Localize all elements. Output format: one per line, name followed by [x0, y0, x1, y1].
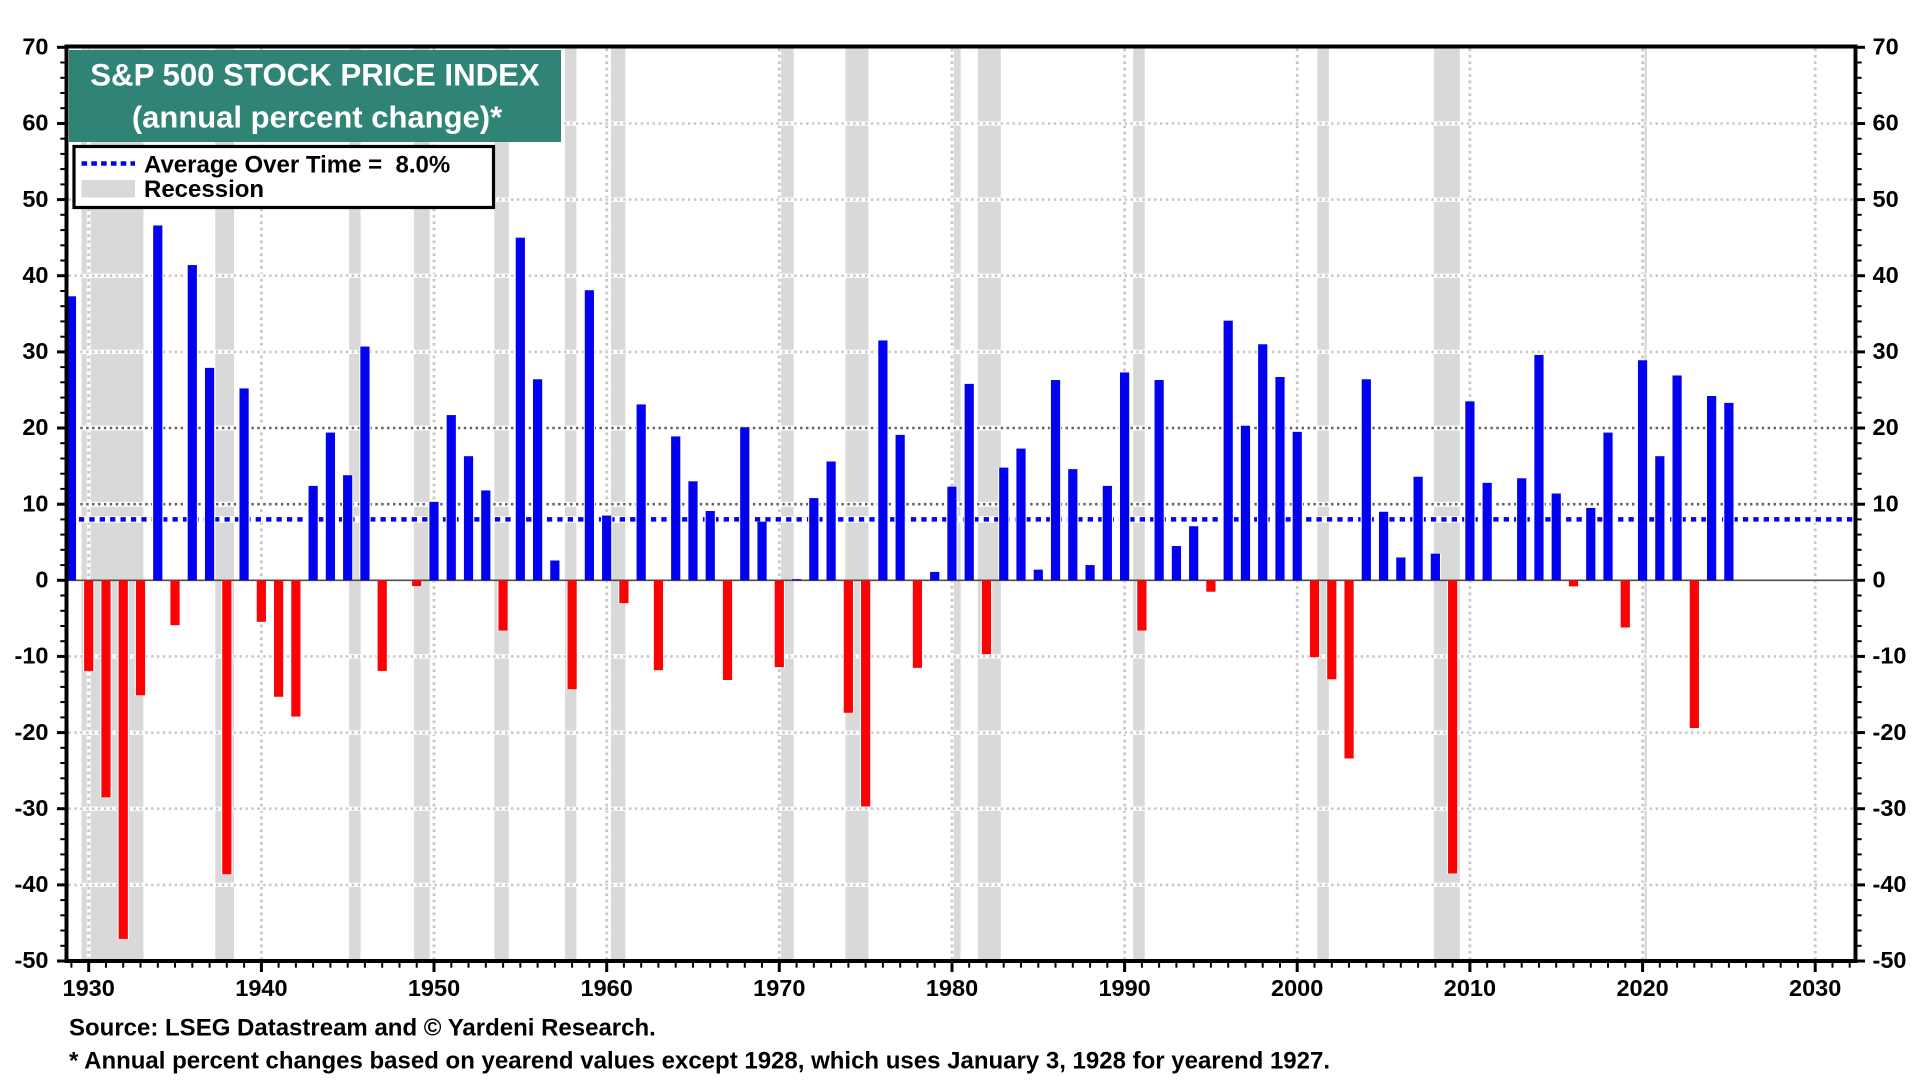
- svg-text:2020: 2020: [1616, 975, 1668, 1001]
- svg-text:-30: -30: [1873, 795, 1907, 821]
- svg-text:-40: -40: [1873, 871, 1907, 897]
- svg-text:-50: -50: [1873, 947, 1907, 973]
- svg-text:-40: -40: [15, 871, 49, 897]
- svg-text:-10: -10: [1873, 643, 1907, 669]
- svg-text:70: 70: [22, 34, 48, 60]
- svg-text:60: 60: [22, 110, 48, 136]
- svg-text:-10: -10: [15, 643, 49, 669]
- svg-text:-30: -30: [15, 795, 49, 821]
- svg-text:1930: 1930: [63, 975, 115, 1001]
- svg-text:20: 20: [1873, 414, 1899, 440]
- svg-text:50: 50: [22, 186, 48, 212]
- svg-text:(annual percent change)*: (annual percent change)*: [132, 100, 503, 135]
- svg-text:40: 40: [22, 262, 48, 288]
- svg-text:S&P 500 STOCK PRICE INDEX: S&P 500 STOCK PRICE INDEX: [90, 58, 540, 93]
- svg-text:1990: 1990: [1098, 975, 1150, 1001]
- svg-text:1980: 1980: [926, 975, 978, 1001]
- svg-text:-20: -20: [15, 719, 49, 745]
- svg-text:40: 40: [1873, 262, 1899, 288]
- svg-text:2030: 2030: [1789, 975, 1841, 1001]
- svg-text:30: 30: [22, 338, 48, 364]
- svg-text:10: 10: [22, 490, 48, 516]
- svg-text:Source: LSEG Datastream and ©: Source: LSEG Datastream and © Yardeni Re…: [69, 1015, 656, 1042]
- svg-text:0: 0: [1873, 567, 1886, 593]
- svg-text:Average Over Time = 8.0%: Average Over Time = 8.0%: [144, 152, 450, 179]
- svg-text:1950: 1950: [408, 975, 460, 1001]
- svg-text:1970: 1970: [753, 975, 805, 1001]
- svg-text:-50: -50: [15, 947, 49, 973]
- svg-text:-20: -20: [1873, 719, 1907, 745]
- svg-text:0: 0: [35, 567, 48, 593]
- svg-text:50: 50: [1873, 186, 1899, 212]
- svg-text:1960: 1960: [581, 975, 633, 1001]
- svg-text:1940: 1940: [235, 975, 287, 1001]
- svg-text:20: 20: [22, 414, 48, 440]
- svg-text:* Annual percent changes based: * Annual percent changes based on yearen…: [69, 1048, 1330, 1075]
- svg-text:30: 30: [1873, 338, 1899, 364]
- svg-text:10: 10: [1873, 490, 1899, 516]
- svg-text:2000: 2000: [1271, 975, 1323, 1001]
- svg-text:Recession: Recession: [144, 176, 264, 203]
- svg-text:2010: 2010: [1444, 975, 1496, 1001]
- svg-text:60: 60: [1873, 110, 1899, 136]
- svg-text:70: 70: [1873, 34, 1899, 60]
